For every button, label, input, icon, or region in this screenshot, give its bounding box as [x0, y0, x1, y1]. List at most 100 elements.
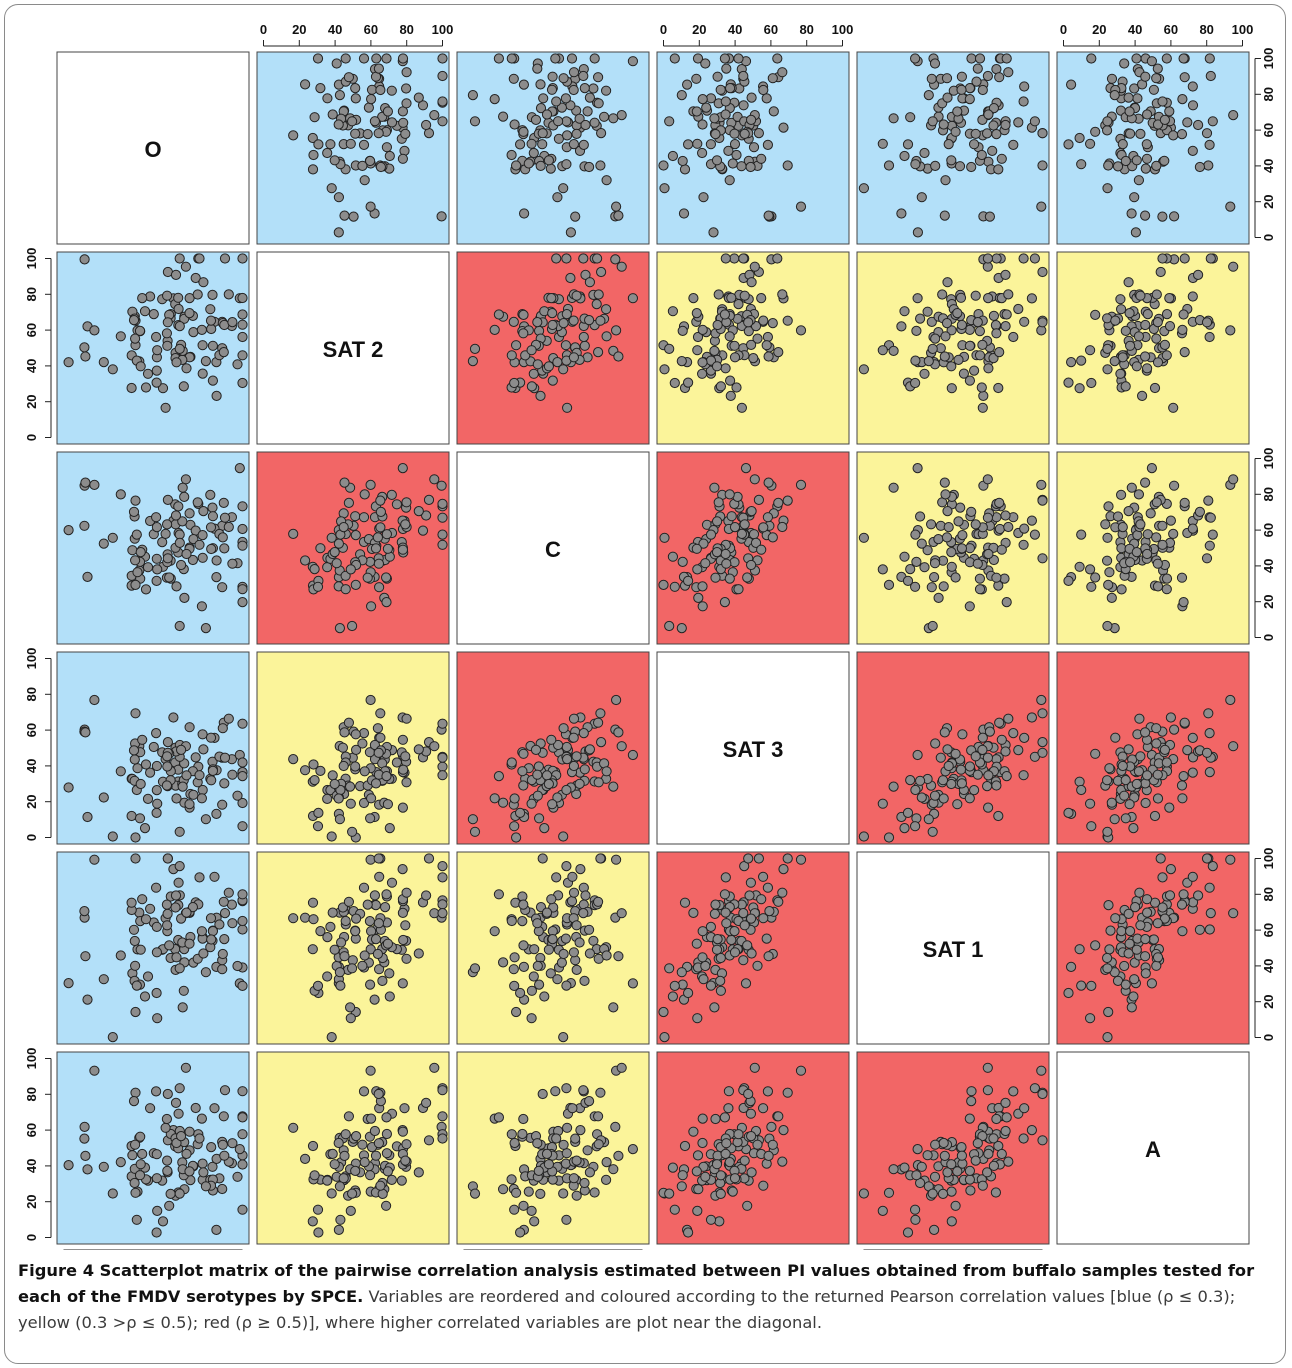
data-point [423, 853, 435, 864]
data-point [964, 375, 976, 386]
data-point [939, 1150, 950, 1162]
data-point [128, 506, 140, 517]
data-point [171, 581, 182, 592]
data-point [200, 814, 211, 825]
data-point [1152, 581, 1164, 592]
data-point [152, 345, 163, 356]
data-point [1018, 1133, 1029, 1144]
data-point [1140, 951, 1151, 962]
data-point [692, 1150, 704, 1161]
data-point [217, 1183, 228, 1195]
data-point [1019, 523, 1030, 534]
data-point [315, 83, 326, 94]
data-point [977, 732, 988, 743]
data-point [746, 948, 757, 959]
data-point [382, 938, 393, 949]
x-tick-label: 40 [728, 22, 742, 37]
data-point [1090, 309, 1101, 320]
data-point [692, 345, 703, 356]
data-point [910, 784, 921, 796]
data-point [181, 1148, 192, 1160]
data-point [534, 813, 545, 824]
data-point [1169, 480, 1180, 491]
data-point [115, 331, 126, 342]
data-point [739, 128, 750, 139]
data-point [196, 793, 207, 804]
data-point [1149, 810, 1161, 822]
data-point [373, 853, 384, 864]
data-point [758, 522, 769, 533]
data-point [888, 482, 899, 493]
data-point [1164, 802, 1175, 813]
data-point [509, 119, 520, 130]
data-point [151, 331, 162, 343]
data-point [543, 361, 555, 372]
data-point [326, 1188, 337, 1199]
data-point [80, 1150, 91, 1162]
data-point [80, 477, 91, 488]
data-point [532, 359, 543, 370]
data-point [157, 1216, 169, 1227]
data-point [237, 757, 248, 768]
data-point [1120, 813, 1131, 824]
data-point [566, 53, 578, 64]
data-point [595, 315, 606, 326]
data-point [988, 120, 999, 131]
data-point [568, 1173, 580, 1184]
data-point [993, 810, 1004, 822]
data-point [89, 854, 100, 865]
data-point [217, 723, 228, 734]
data-point [927, 116, 938, 127]
data-point [313, 139, 324, 150]
data-point [79, 520, 90, 531]
data-point [184, 938, 195, 949]
data-point [381, 597, 392, 608]
data-point [467, 814, 478, 825]
data-point [956, 1150, 968, 1161]
y-tick-label: 0 [1261, 234, 1276, 241]
data-point [1120, 381, 1131, 392]
y-tick-label: 40 [24, 759, 39, 773]
data-point [333, 192, 344, 203]
data-point [1141, 894, 1153, 905]
data-point [1225, 694, 1236, 706]
y-tick-label: 80 [1261, 87, 1276, 101]
data-point [1104, 567, 1115, 578]
data-point [697, 94, 708, 105]
data-point [746, 1167, 757, 1178]
data-point [561, 861, 572, 872]
data-point [613, 351, 624, 362]
data-point [397, 864, 408, 875]
data-point [338, 522, 349, 533]
data-point [713, 497, 724, 508]
data-point [174, 1188, 185, 1199]
data-point [358, 139, 370, 150]
data-point [954, 161, 966, 172]
data-point [359, 950, 370, 961]
data-point [1037, 317, 1048, 328]
data-point [1152, 317, 1163, 328]
data-point [381, 1128, 392, 1140]
data-point [911, 325, 922, 336]
data-point [601, 85, 612, 96]
data-point [307, 944, 318, 955]
data-point [1176, 780, 1188, 791]
data-point [738, 100, 749, 111]
data-point [1140, 351, 1151, 362]
data-point [767, 73, 778, 84]
data-point [139, 823, 151, 834]
data-point [384, 991, 395, 1002]
data-point [89, 325, 100, 336]
data-point [339, 210, 350, 221]
data-point [1152, 558, 1163, 569]
data-point [176, 1131, 187, 1142]
data-point [234, 463, 245, 474]
data-point [1003, 521, 1014, 533]
data-point [400, 519, 411, 530]
data-point [996, 153, 1007, 164]
data-point [333, 227, 344, 238]
data-point [1201, 553, 1213, 564]
data-point [964, 1174, 976, 1185]
data-point [161, 899, 172, 910]
data-point [705, 139, 717, 150]
